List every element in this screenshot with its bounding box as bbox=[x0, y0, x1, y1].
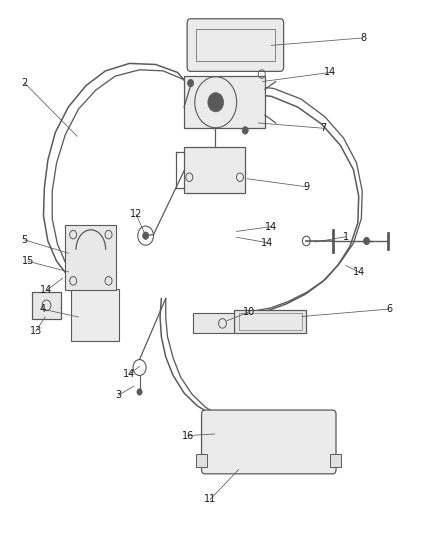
FancyBboxPatch shape bbox=[187, 19, 284, 71]
Text: 14: 14 bbox=[353, 267, 365, 277]
Text: 8: 8 bbox=[360, 33, 366, 43]
Text: 16: 16 bbox=[182, 431, 194, 441]
Text: 3: 3 bbox=[116, 390, 122, 400]
Circle shape bbox=[242, 127, 248, 134]
Bar bbox=[65, 225, 117, 290]
Text: 14: 14 bbox=[324, 68, 336, 77]
Text: 13: 13 bbox=[29, 326, 42, 336]
Text: 15: 15 bbox=[21, 256, 34, 266]
Text: 9: 9 bbox=[303, 182, 309, 192]
Text: 14: 14 bbox=[40, 286, 53, 295]
Text: 14: 14 bbox=[261, 238, 273, 247]
Bar bbox=[184, 147, 245, 193]
Circle shape bbox=[137, 389, 142, 395]
Bar bbox=[330, 454, 341, 467]
Circle shape bbox=[143, 232, 149, 239]
Bar bbox=[193, 313, 234, 334]
Circle shape bbox=[187, 79, 194, 87]
Bar bbox=[71, 289, 120, 341]
Text: 2: 2 bbox=[21, 78, 28, 88]
Text: 14: 14 bbox=[124, 369, 136, 379]
Text: 4: 4 bbox=[39, 304, 45, 314]
Bar bbox=[196, 454, 207, 467]
Text: 11: 11 bbox=[204, 494, 216, 504]
Text: 7: 7 bbox=[321, 123, 327, 133]
Bar bbox=[184, 76, 265, 128]
Circle shape bbox=[364, 237, 370, 245]
Bar bbox=[234, 310, 306, 333]
Text: 1: 1 bbox=[343, 232, 349, 242]
Text: 14: 14 bbox=[265, 222, 278, 232]
Text: 12: 12 bbox=[130, 209, 142, 220]
Bar bbox=[32, 292, 61, 319]
Text: 6: 6 bbox=[386, 304, 392, 314]
FancyBboxPatch shape bbox=[201, 410, 336, 474]
Bar bbox=[196, 29, 275, 61]
Bar bbox=[239, 313, 302, 330]
Circle shape bbox=[208, 93, 223, 112]
Text: 5: 5 bbox=[21, 235, 28, 245]
Text: 10: 10 bbox=[244, 306, 256, 317]
